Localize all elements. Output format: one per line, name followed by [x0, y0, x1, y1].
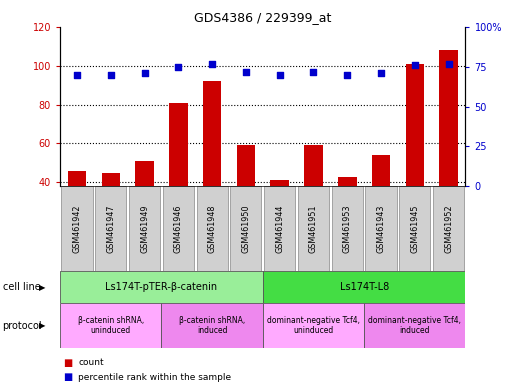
Bar: [366, 186, 396, 271]
Bar: [101, 173, 120, 260]
Bar: [60, 303, 162, 348]
Point: [242, 68, 250, 74]
Bar: [62, 186, 93, 271]
Bar: [264, 186, 295, 271]
Text: GSM461947: GSM461947: [106, 204, 115, 253]
Bar: [338, 177, 357, 260]
Text: β-catenin shRNA,
uninduced: β-catenin shRNA, uninduced: [78, 316, 144, 335]
Text: dominant-negative Tcf4,
induced: dominant-negative Tcf4, induced: [368, 316, 461, 335]
Bar: [298, 186, 329, 271]
Bar: [60, 271, 263, 303]
Text: GSM461942: GSM461942: [73, 204, 82, 253]
Point: [445, 60, 453, 66]
Bar: [439, 50, 458, 260]
Bar: [372, 155, 390, 260]
Bar: [399, 186, 430, 271]
Text: GSM461952: GSM461952: [444, 204, 453, 253]
Bar: [95, 186, 127, 271]
Text: count: count: [78, 358, 104, 367]
Bar: [169, 103, 188, 260]
Text: Ls174T-pTER-β-catenin: Ls174T-pTER-β-catenin: [106, 282, 218, 292]
Text: GSM461944: GSM461944: [275, 204, 284, 253]
Point: [377, 70, 385, 76]
Point: [140, 70, 149, 76]
Text: β-catenin shRNA,
induced: β-catenin shRNA, induced: [179, 316, 245, 335]
Bar: [405, 64, 424, 260]
Text: GSM461949: GSM461949: [140, 204, 149, 253]
Bar: [197, 186, 228, 271]
Text: GSM461945: GSM461945: [411, 204, 419, 253]
Text: cell line: cell line: [3, 282, 40, 292]
Bar: [129, 186, 160, 271]
Text: GSM461943: GSM461943: [377, 204, 385, 253]
Bar: [135, 161, 154, 260]
Text: protocol: protocol: [3, 321, 42, 331]
Bar: [364, 303, 465, 348]
Point: [411, 62, 419, 68]
Point: [174, 64, 183, 70]
Point: [73, 71, 81, 78]
Text: GSM461951: GSM461951: [309, 204, 318, 253]
Text: Ls174T-L8: Ls174T-L8: [339, 282, 389, 292]
Bar: [68, 171, 86, 260]
Bar: [236, 146, 255, 260]
Title: GDS4386 / 229399_at: GDS4386 / 229399_at: [194, 11, 332, 24]
Text: ▶: ▶: [39, 283, 46, 292]
Text: ▶: ▶: [39, 321, 46, 330]
Bar: [270, 180, 289, 260]
Point: [309, 68, 317, 74]
Text: percentile rank within the sample: percentile rank within the sample: [78, 372, 232, 382]
Bar: [433, 186, 464, 271]
Text: ■: ■: [63, 358, 72, 368]
Point: [343, 71, 351, 78]
Bar: [162, 303, 263, 348]
Bar: [163, 186, 194, 271]
Text: GSM461950: GSM461950: [242, 204, 251, 253]
Bar: [332, 186, 363, 271]
Point: [208, 60, 217, 66]
Text: ■: ■: [63, 372, 72, 382]
Bar: [203, 81, 221, 260]
Bar: [304, 146, 323, 260]
Text: dominant-negative Tcf4,
uninduced: dominant-negative Tcf4, uninduced: [267, 316, 360, 335]
Point: [107, 71, 115, 78]
Bar: [263, 303, 364, 348]
Text: GSM461948: GSM461948: [208, 204, 217, 253]
Bar: [263, 271, 465, 303]
Text: GSM461946: GSM461946: [174, 204, 183, 253]
Point: [276, 71, 284, 78]
Bar: [230, 186, 262, 271]
Text: GSM461953: GSM461953: [343, 204, 352, 253]
